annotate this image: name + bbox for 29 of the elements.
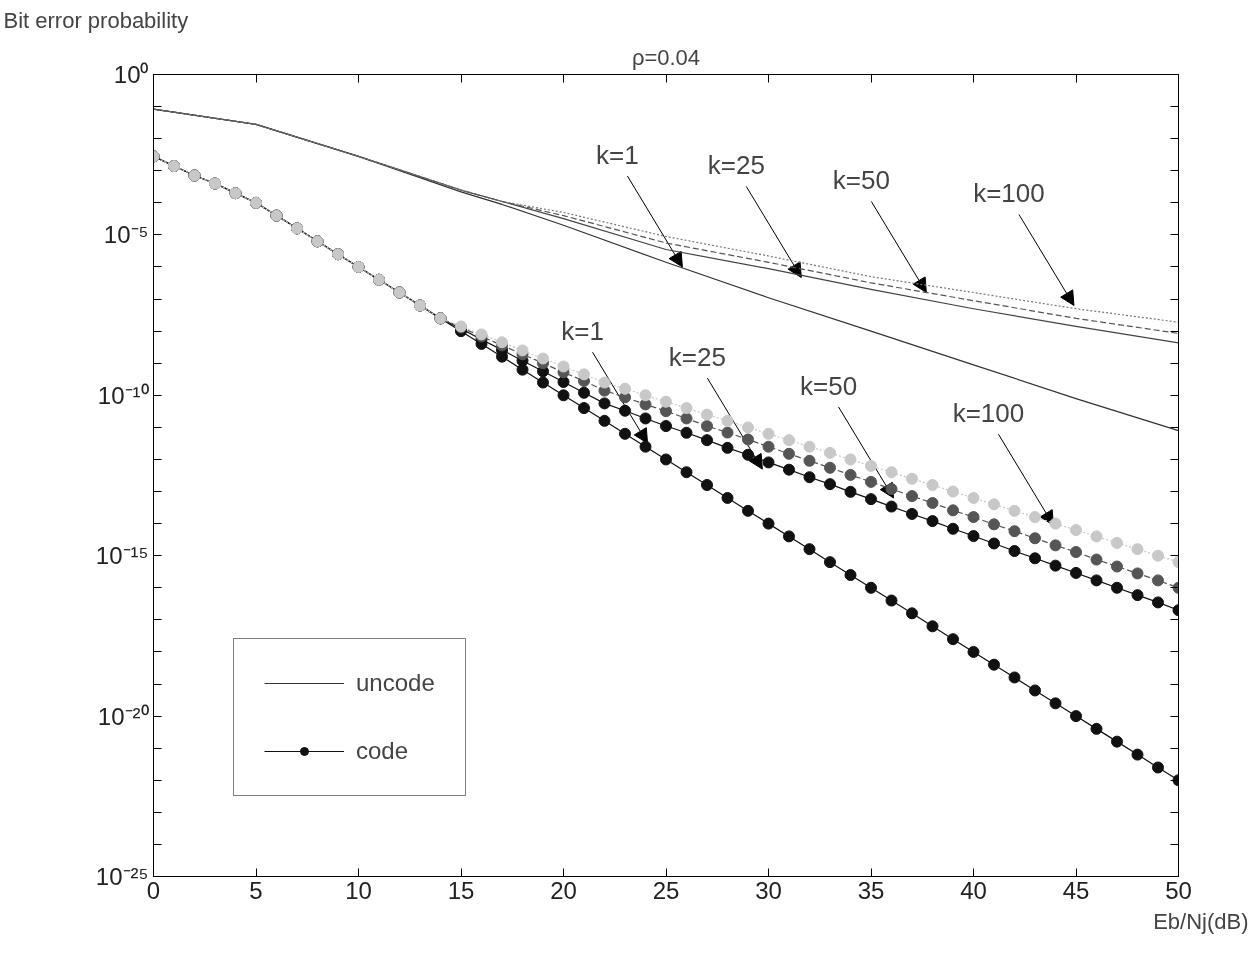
x-tick-label: 25 [652, 876, 680, 904]
x-axis-title: Eb/Nj(dB) [1153, 908, 1249, 934]
annotation: k=100 [973, 178, 1045, 209]
x-tick-label: 0 [146, 876, 161, 904]
y-tick-label: 10⁰ [113, 61, 149, 88]
y-tick-label: 10⁻¹⁰ [97, 381, 149, 409]
x-tick-label: 5 [249, 876, 263, 904]
chart-title: ρ=0.04 [631, 44, 701, 70]
x-tick-label: 50 [1165, 876, 1192, 904]
y-axis-title: Bit error probability [3, 7, 189, 33]
annotation: k=1 [596, 139, 639, 170]
x-tick-label: 10 [345, 876, 372, 904]
annotation: k=25 [707, 150, 765, 181]
y-tick-label: 10⁻¹⁵ [95, 542, 149, 570]
legend-label: uncode [356, 669, 435, 697]
x-tick-label: 35 [857, 876, 885, 904]
legend-label: code [356, 737, 409, 765]
x-tick-label: 30 [755, 876, 782, 904]
annotation: k=1 [561, 316, 604, 347]
annotation: k=100 [952, 398, 1025, 429]
annotation: k=50 [832, 165, 890, 196]
x-tick-label: 20 [550, 876, 577, 904]
x-tick-label: 45 [1062, 876, 1090, 904]
y-tick-label: 10⁻⁵ [103, 221, 149, 249]
annotation: k=50 [800, 370, 858, 401]
annotation: k=25 [668, 342, 726, 373]
x-tick-label: 15 [447, 876, 475, 904]
y-tick-label: 10⁻²⁰ [97, 702, 149, 730]
x-tick-label: 40 [960, 876, 987, 904]
